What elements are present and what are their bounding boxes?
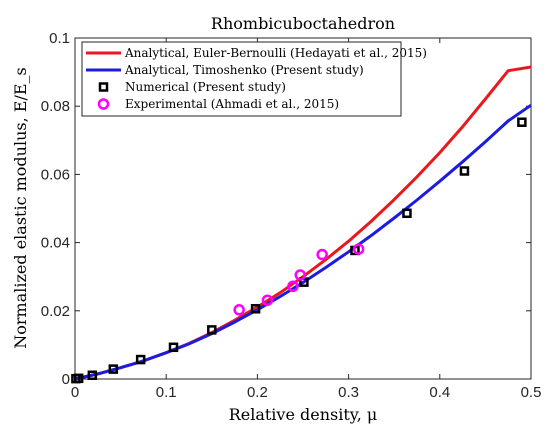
data-point bbox=[233, 304, 245, 316]
legend-label: Numerical (Present study) bbox=[125, 80, 286, 94]
series-layer bbox=[71, 65, 532, 384]
data-point bbox=[261, 294, 274, 306]
data-point bbox=[135, 354, 146, 365]
y-tick-label: 0.1 bbox=[49, 30, 70, 47]
data-point bbox=[87, 370, 98, 380]
legend-item: Numerical (Present study) bbox=[98, 80, 286, 94]
legend-swatch bbox=[97, 98, 110, 110]
y-tick-label: 0.08 bbox=[41, 98, 70, 115]
data-point bbox=[250, 304, 261, 314]
legend-item: Analytical, Timoshenko (Present study) bbox=[86, 63, 364, 77]
x-tick-label: 0.1 bbox=[156, 384, 177, 401]
x-axis-label: Relative density, μ bbox=[229, 405, 378, 424]
chart-title: Rhombicuboctahedron bbox=[211, 14, 395, 33]
x-tick-label: 0.5 bbox=[521, 384, 542, 401]
legend-label: Analytical, Euler-Bernoulli (Hedayati et… bbox=[124, 46, 427, 60]
data-point bbox=[402, 208, 412, 219]
legend-swatch bbox=[98, 82, 109, 92]
legend-item: Analytical, Euler-Bernoulli (Hedayati et… bbox=[86, 46, 427, 60]
x-tick-label: 0.3 bbox=[338, 384, 359, 401]
data-point bbox=[459, 166, 470, 176]
y-tick-label: 0.02 bbox=[41, 303, 70, 320]
legend-label: Analytical, Timoshenko (Present study) bbox=[124, 63, 364, 77]
data-point bbox=[352, 243, 365, 255]
data-point bbox=[316, 248, 328, 261]
y-tick-label: 0 bbox=[62, 371, 70, 388]
x-tick-label: 0.4 bbox=[429, 384, 450, 401]
data-point bbox=[108, 364, 119, 374]
data-point bbox=[168, 342, 179, 353]
data-point bbox=[517, 117, 527, 127]
series-experimental-ahmadi-et-al-2015 bbox=[233, 243, 365, 316]
legend-item: Experimental (Ahmadi et al., 2015) bbox=[97, 97, 339, 111]
y-axis-label: Normalized elastic modulus, E/E_s bbox=[11, 67, 30, 349]
legend-box bbox=[81, 41, 402, 117]
y-axis-ticks: 0 0.02 0.04 0.06 0.08 0.1 bbox=[41, 30, 531, 388]
legend-label: Experimental (Ahmadi et al., 2015) bbox=[125, 97, 339, 111]
y-tick-label: 0.06 bbox=[41, 166, 70, 183]
legend-items: Analytical, Euler-Bernoulli (Hedayati et… bbox=[86, 46, 427, 111]
x-axis-ticks: 0 0.1 0.2 0.3 0.4 0.5 bbox=[71, 38, 542, 401]
series-line bbox=[74, 103, 532, 381]
x-tick-label: 0.2 bbox=[247, 384, 268, 401]
series-analytical-timoshenko-present-study bbox=[74, 103, 532, 381]
legend: Analytical, Euler-Bernoulli (Hedayati et… bbox=[81, 41, 427, 117]
data-point bbox=[73, 373, 84, 384]
x-tick-label: 0 bbox=[71, 384, 79, 401]
data-point bbox=[287, 280, 299, 292]
data-point bbox=[207, 325, 217, 335]
data-point bbox=[294, 269, 307, 281]
y-tick-label: 0.04 bbox=[41, 235, 70, 252]
